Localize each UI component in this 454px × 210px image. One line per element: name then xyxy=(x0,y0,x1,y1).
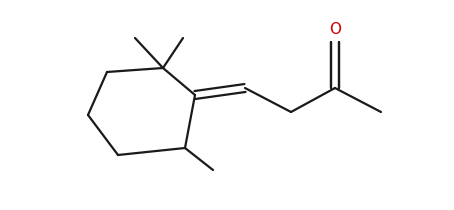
Text: O: O xyxy=(329,22,341,38)
